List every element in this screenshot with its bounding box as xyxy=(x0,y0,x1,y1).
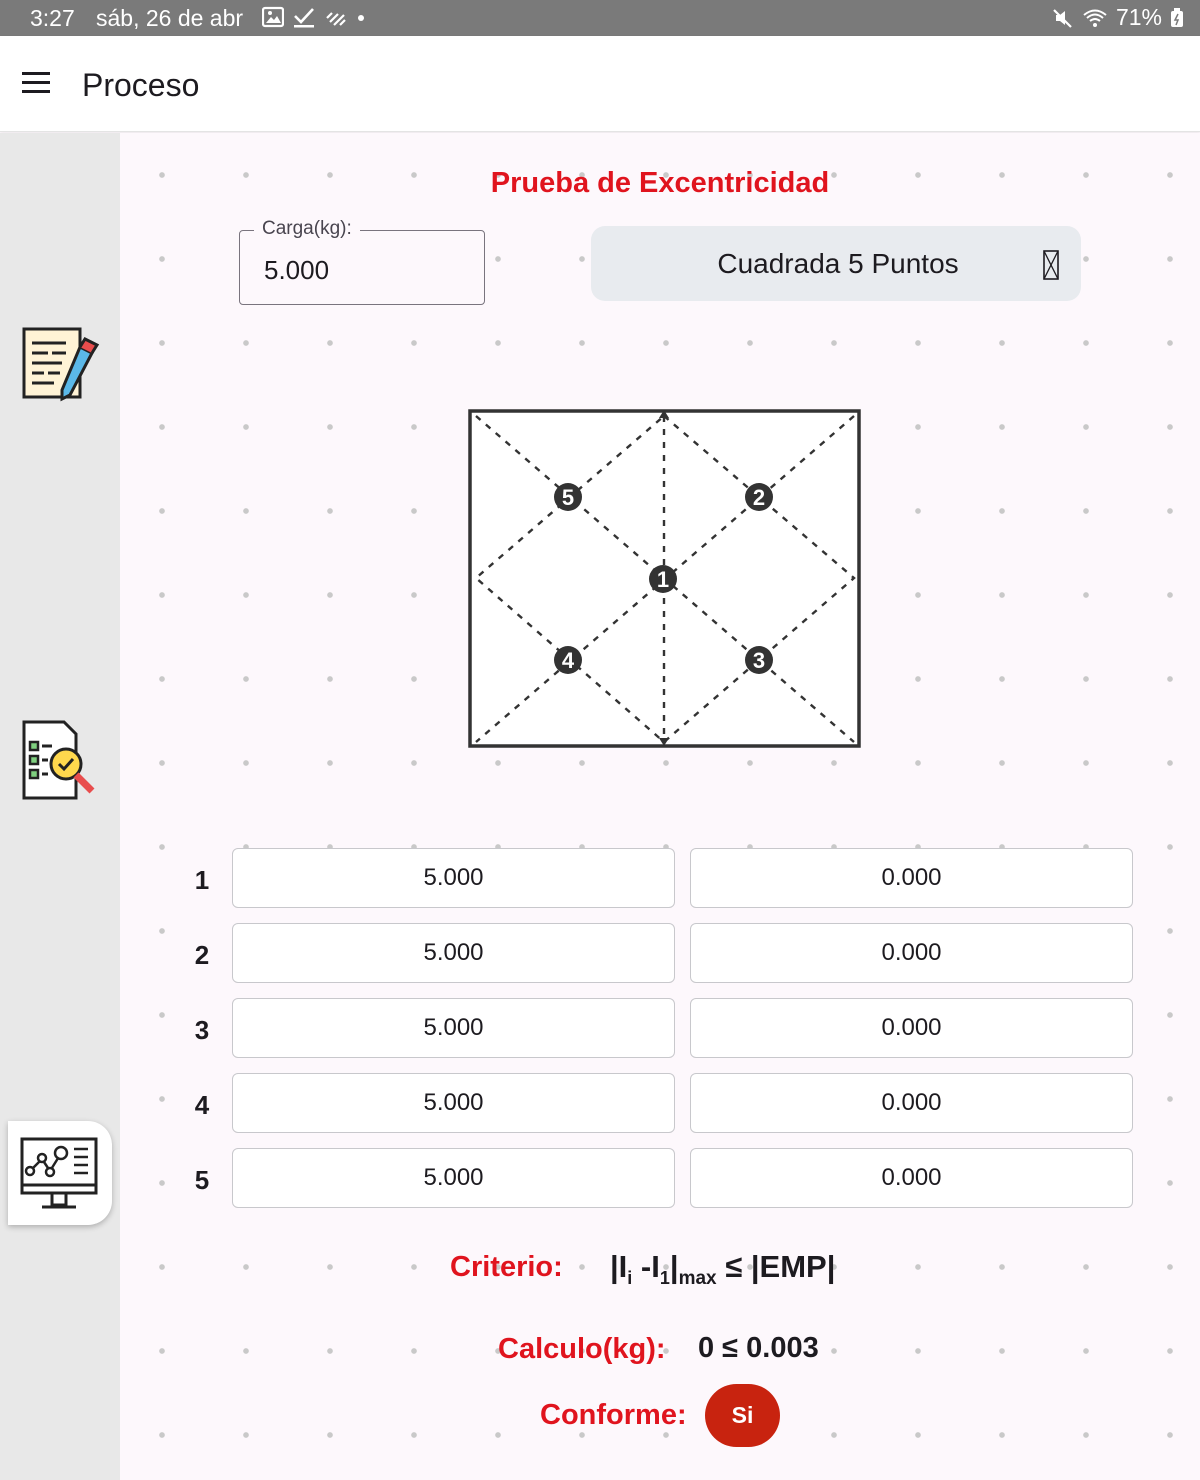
formula-part: ≤ |EMP| xyxy=(716,1249,836,1284)
row-label: 1 xyxy=(194,865,210,895)
conforme-label: Conforme: xyxy=(540,1399,687,1431)
carga-field[interactable]: Carga(kg): 5.000 xyxy=(239,218,485,305)
criterio-formula: |Ii -I1|max ≤ |EMP| xyxy=(610,1249,835,1290)
svg-text:4: 4 xyxy=(562,648,575,673)
calculo-label: Calculo(kg): xyxy=(498,1333,666,1365)
missing-glyph-icon xyxy=(1043,250,1059,280)
formula-sub: max xyxy=(678,1268,717,1290)
monitor-graph-icon[interactable] xyxy=(18,1131,102,1215)
diagram-point-3: 3 xyxy=(745,646,773,674)
test-title: Prueba de Excentricidad xyxy=(490,167,830,199)
reading-field[interactable]: 5.000 xyxy=(232,998,675,1058)
reading-field[interactable]: 5.000 xyxy=(232,848,675,908)
formula-sub: 1 xyxy=(659,1268,670,1289)
page-title: Proceso xyxy=(82,67,200,103)
check-icon xyxy=(294,8,314,28)
status-system-icons: 71% xyxy=(1052,4,1184,31)
mode-selected-value: Cuadrada 5 Puntos xyxy=(717,248,959,279)
reading-field[interactable]: 5.000 xyxy=(232,923,675,983)
row-label: 2 xyxy=(194,940,210,970)
mute-icon xyxy=(1053,8,1072,28)
formula-sub: i xyxy=(627,1268,633,1289)
checklist-search-icon[interactable] xyxy=(18,718,102,802)
menu-icon[interactable] xyxy=(22,72,54,96)
criterio-label: Criterio: xyxy=(450,1251,563,1283)
side-navigation-rail xyxy=(0,133,120,1480)
row-label: 4 xyxy=(194,1090,210,1120)
svg-text:3: 3 xyxy=(753,648,765,673)
difference-field[interactable]: 0.000 xyxy=(690,1073,1133,1133)
diagram-point-5: 5 xyxy=(554,483,582,511)
svg-text:1: 1 xyxy=(657,567,669,592)
row-label: 5 xyxy=(194,1165,210,1195)
dot-icon xyxy=(358,15,364,21)
formula-part: -I xyxy=(632,1249,660,1284)
battery-percentage: 71% xyxy=(1115,4,1162,30)
row-label: 3 xyxy=(194,1015,210,1045)
eccentricity-diagram: 1 2 3 4 5 xyxy=(468,409,861,748)
carga-label: Carga(kg): xyxy=(254,218,360,240)
svg-text:2: 2 xyxy=(753,485,765,510)
main-content: Prueba de Excentricidad Carga(kg): 5.000… xyxy=(120,133,1200,1480)
conforme-badge[interactable]: Si xyxy=(705,1384,780,1447)
battery-icon xyxy=(1171,7,1183,27)
status-notification-icons xyxy=(262,6,366,28)
difference-field[interactable]: 0.000 xyxy=(690,848,1133,908)
difference-field[interactable]: 0.000 xyxy=(690,1148,1133,1208)
formula-part: | xyxy=(669,1249,679,1284)
diagram-point-1: 1 xyxy=(649,565,677,593)
document-edit-icon[interactable] xyxy=(18,321,102,405)
dashes-icon xyxy=(326,12,346,26)
wifi-icon xyxy=(1083,9,1107,27)
difference-field[interactable]: 0.000 xyxy=(690,923,1133,983)
diagram-point-2: 2 xyxy=(745,483,773,511)
status-bar: 3:27 sáb, 26 de abr 71% xyxy=(0,0,1200,36)
carga-value[interactable]: 5.000 xyxy=(264,255,330,285)
app-bar: Proceso xyxy=(0,36,1200,132)
reading-field[interactable]: 5.000 xyxy=(232,1148,675,1208)
calculo-value: 0 ≤ 0.003 xyxy=(698,1332,819,1364)
difference-field[interactable]: 0.000 xyxy=(690,998,1133,1058)
status-date: sáb, 26 de abr xyxy=(96,5,244,31)
mode-select[interactable]: Cuadrada 5 Puntos xyxy=(591,226,1081,301)
image-icon xyxy=(262,6,284,28)
diagram-point-4: 4 xyxy=(554,646,582,674)
status-time: 3:27 xyxy=(30,5,75,31)
reading-field[interactable]: 5.000 xyxy=(232,1073,675,1133)
svg-text:5: 5 xyxy=(562,485,574,510)
formula-part: |I xyxy=(610,1249,628,1284)
